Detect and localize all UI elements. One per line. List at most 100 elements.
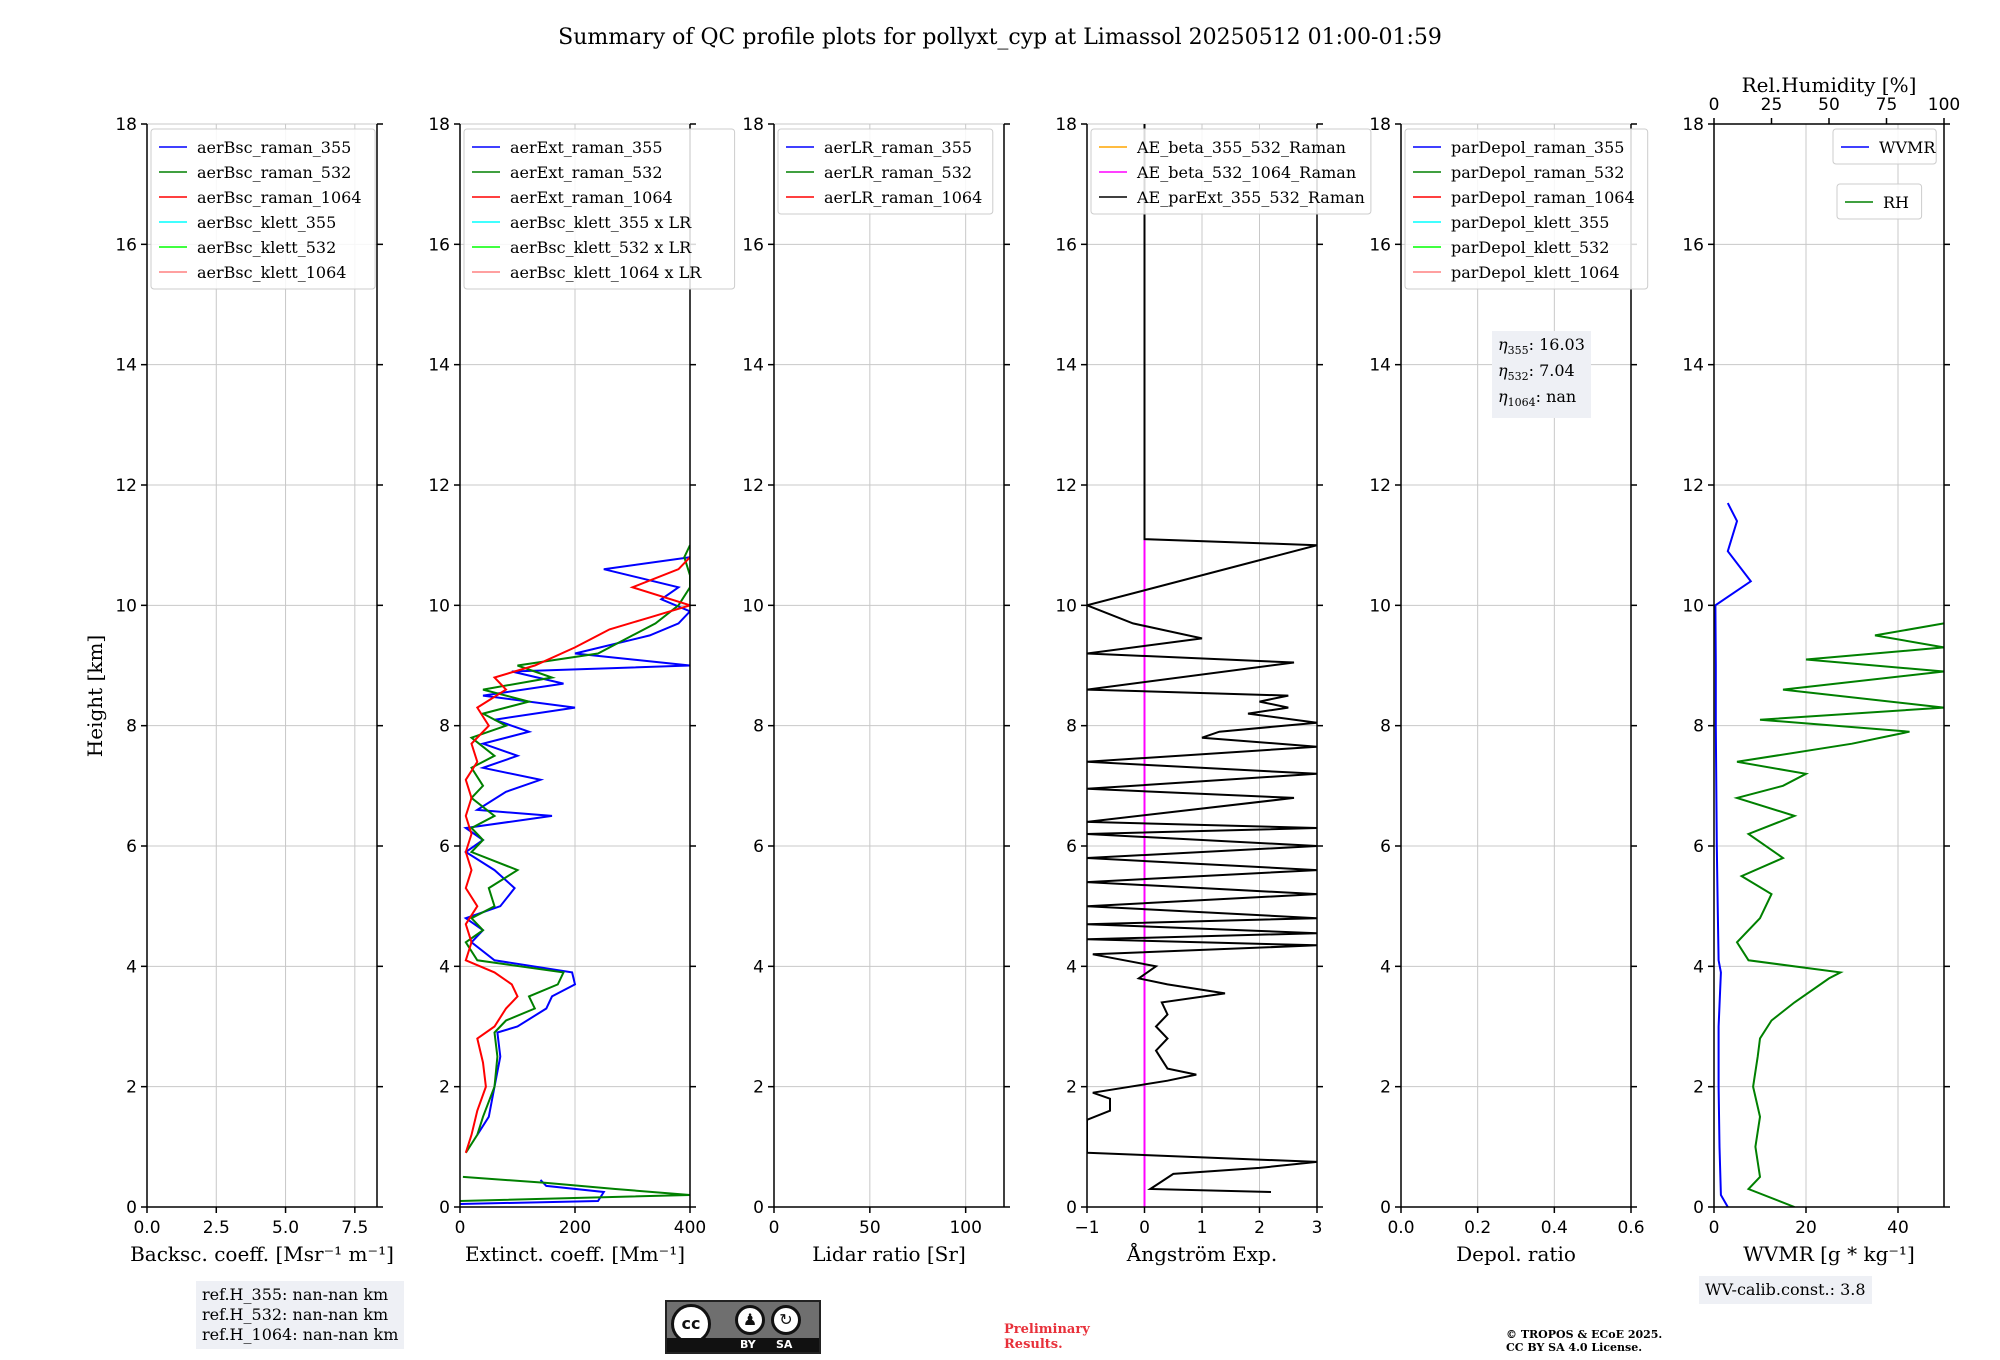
y-tick-label: 18 — [1369, 115, 1391, 135]
y-tick-label: 2 — [753, 1078, 764, 1098]
y-tick-label: 12 — [742, 476, 764, 496]
legend-bsc: aerBsc_raman_355 aerBsc_raman_532 aerBsc_r… — [150, 128, 376, 290]
x-axis-label: Lidar ratio [Sr] — [812, 1242, 966, 1266]
preliminary-line1: Preliminary — [1004, 1322, 1090, 1337]
y-tick-label: 0 — [1693, 1198, 1704, 1218]
legend-rh: RH — [1836, 183, 1923, 220]
legend-entry: aerBsc_klett_532 — [197, 238, 336, 257]
x-tick-label: 40 — [1887, 1218, 1909, 1238]
series-line-aerExt-raman-355-low- — [460, 1179, 606, 1205]
legend-entry: aerExt_raman_532 — [510, 163, 663, 182]
copyright-note: © TROPOS & ECoE 2025. CC BY SA 4.0 Licen… — [1506, 1328, 1662, 1354]
y-tick-label: 10 — [1369, 596, 1391, 616]
eta-355: η355: 16.03 — [1498, 335, 1585, 358]
y-tick-label: 0 — [753, 1198, 764, 1218]
y-tick-label: 10 — [1055, 596, 1077, 616]
y-tick-label: 2 — [1066, 1078, 1077, 1098]
y-tick-label: 14 — [742, 356, 764, 376]
x-tick-label: 0 — [1139, 1218, 1150, 1238]
legend-entry: aerLR_raman_1064 — [824, 188, 982, 207]
legend-frame — [1832, 128, 1937, 165]
y-tick-label: 16 — [115, 235, 137, 255]
refh-355: ref.H_355: nan-nan km — [202, 1285, 389, 1304]
legend-entry: parDepol_raman_532 — [1451, 163, 1624, 182]
x-tick-label: 0.6 — [1617, 1218, 1644, 1238]
refh-1064: ref.H_1064: nan-nan km — [202, 1325, 399, 1344]
x-tick-label: 0.0 — [133, 1218, 160, 1238]
y-tick-label: 10 — [115, 596, 137, 616]
person-icon: ♟ — [735, 1305, 765, 1335]
x-tick-label: 400 — [674, 1218, 706, 1238]
eta-532: η532: 7.04 — [1498, 361, 1575, 384]
y-tick-label: 0 — [1380, 1198, 1391, 1218]
series-line-aerExt-raman-532-low- — [460, 1175, 690, 1202]
x-tick-label: 20 — [1795, 1218, 1817, 1238]
top-x-tick-label: 50 — [1818, 95, 1840, 115]
preliminary-note: Preliminary Results. — [1004, 1322, 1090, 1352]
top-x-axis-label: Rel.Humidity [%] — [1742, 73, 1917, 97]
y-tick-label: 4 — [1380, 957, 1391, 977]
cc-by-label: BY — [740, 1338, 756, 1351]
legend-entry: aerBsc_klett_1064 x LR — [510, 263, 702, 282]
y-tick-label: 16 — [1682, 235, 1704, 255]
top-x-tick-label: 25 — [1761, 95, 1783, 115]
y-tick-label: 8 — [439, 717, 450, 737]
y-tick-label: 8 — [126, 717, 137, 737]
share-alike-icon: ↻ — [771, 1305, 801, 1335]
x-tick-label: 0.4 — [1541, 1218, 1568, 1238]
series-line-aerExt-raman-1064 — [464, 556, 690, 1154]
y-tick-label: 18 — [428, 115, 450, 135]
y-tick-label: 4 — [126, 957, 137, 977]
top-x-tick-label: 75 — [1876, 95, 1898, 115]
y-tick-label: 10 — [742, 596, 764, 616]
y-tick-label: 14 — [428, 356, 450, 376]
series-line-AE-parExt-355-532-Raman — [1087, 124, 1317, 1193]
y-tick-label: 10 — [1682, 596, 1704, 616]
y-tick-label: 8 — [1693, 717, 1704, 737]
y-tick-label: 12 — [1369, 476, 1391, 496]
legend-entry: aerExt_raman_1064 — [510, 188, 673, 207]
refh-532: ref.H_532: nan-nan km — [202, 1305, 389, 1324]
y-tick-label: 2 — [1380, 1078, 1391, 1098]
y-tick-label: 12 — [1682, 476, 1704, 496]
legend-entry: parDepol_klett_355 — [1451, 213, 1609, 232]
legend-entry: AE_beta_355_532_Raman — [1136, 138, 1346, 157]
y-tick-label: 18 — [115, 115, 137, 135]
legend-entry: aerBsc_klett_355 — [197, 213, 336, 232]
y-tick-label: 2 — [126, 1078, 137, 1098]
y-tick-label: 6 — [1380, 837, 1391, 857]
legend-entry: parDepol_raman_355 — [1451, 138, 1624, 157]
legend-lr: aerLR_raman_355 aerLR_raman_532 aerLR_rama… — [777, 128, 994, 215]
legend-entry: aerBsc_klett_1064 — [197, 263, 346, 282]
panel-bsc: 0 2 4 6 8 10 12 14 16 18 0.0 2.5 5.0 7.5 Backsc. coeff… — [115, 115, 394, 1266]
x-tick-label: 2.5 — [203, 1218, 230, 1238]
y-tick-label: 10 — [428, 596, 450, 616]
y-tick-label: 4 — [1693, 957, 1704, 977]
x-tick-label: −1 — [1074, 1218, 1099, 1238]
legend-entry: AE_parExt_355_532_Raman — [1136, 188, 1365, 207]
x-tick-label: 2 — [1254, 1218, 1265, 1238]
legend-entry: WVMR — [1879, 138, 1936, 157]
legend-frame — [150, 128, 376, 290]
legend-entry: parDepol_klett_532 — [1451, 238, 1609, 257]
y-tick-label: 2 — [1693, 1078, 1704, 1098]
y-tick-label: 4 — [439, 957, 450, 977]
legend-entry: aerBsc_klett_355 x LR — [510, 213, 692, 232]
y-tick-label: 8 — [1066, 717, 1077, 737]
y-tick-label: 16 — [1055, 235, 1077, 255]
x-tick-label: 50 — [859, 1218, 881, 1238]
legend-entry: aerLR_raman_532 — [824, 163, 972, 182]
cc-logo-icon: cc — [671, 1304, 711, 1344]
legend-entry: aerExt_raman_355 — [510, 138, 663, 157]
legend-frame — [1090, 128, 1372, 215]
x-axis-label: WVMR [g * kg⁻¹] — [1743, 1242, 1915, 1266]
x-axis-label: Backsc. coeff. [Msr⁻¹ m⁻¹] — [130, 1242, 394, 1266]
series-line-aerExt-raman-355 — [463, 556, 690, 1136]
cc-by-sa-badge: cc ♟ ↻ BY SA — [665, 1300, 821, 1354]
y-tick-label: 6 — [1693, 837, 1704, 857]
series-line-aerExt-raman-532 — [464, 544, 690, 1154]
legend-frame — [463, 128, 736, 290]
x-tick-label: 0 — [1709, 1218, 1720, 1238]
